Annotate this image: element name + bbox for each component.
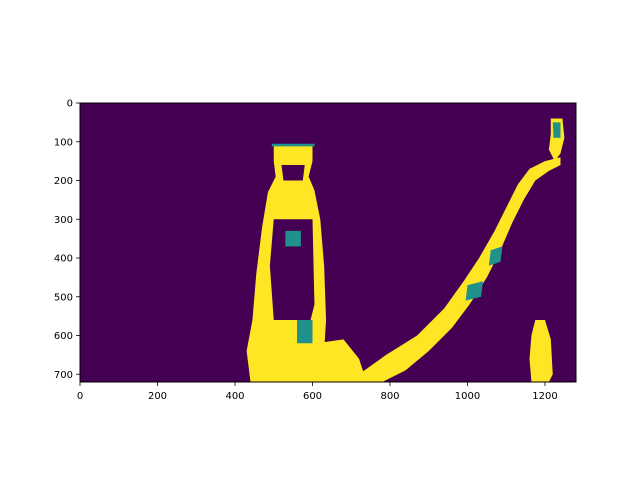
y-tick-label: 100	[54, 137, 73, 148]
region-lower-right-blob	[529, 320, 553, 382]
x-axis: 0 200 400 600 800 1000 1200	[77, 382, 558, 402]
x-tick-label: 800	[380, 391, 399, 402]
x-tick-label: 1200	[532, 391, 557, 402]
x-tick-label: 1000	[455, 391, 480, 402]
region-inner-mid-1	[285, 230, 301, 247]
x-tick-label: 400	[225, 391, 244, 402]
plot-frame	[79, 102, 577, 383]
region-bottle-outline	[271, 143, 315, 147]
region-lower-left-base	[312, 339, 367, 382]
region-streak-mid	[552, 122, 561, 138]
x-tick-label: 0	[77, 391, 83, 402]
y-tick-label: 400	[54, 254, 73, 265]
y-tick-label: 300	[54, 215, 73, 226]
region-inner-dark-1	[281, 165, 305, 181]
y-tick-label: 500	[54, 292, 73, 303]
y-axis: 0 100 200 300 400 500 600 700	[54, 99, 80, 381]
region-inner-dark-2	[269, 219, 315, 320]
x-tick-label: 200	[148, 391, 167, 402]
region-band-mid-2	[488, 246, 503, 266]
y-tick-label: 600	[54, 331, 73, 342]
region-diagonal-band	[359, 157, 561, 382]
y-tick-label: 200	[54, 176, 73, 187]
y-tick-label: 700	[54, 370, 73, 381]
region-band-mid-1	[465, 281, 483, 301]
y-tick-label: 0	[67, 99, 73, 110]
heatmap-regions	[246, 118, 565, 382]
x-tick-label: 600	[303, 391, 322, 402]
region-inner-mid-2	[297, 320, 313, 344]
